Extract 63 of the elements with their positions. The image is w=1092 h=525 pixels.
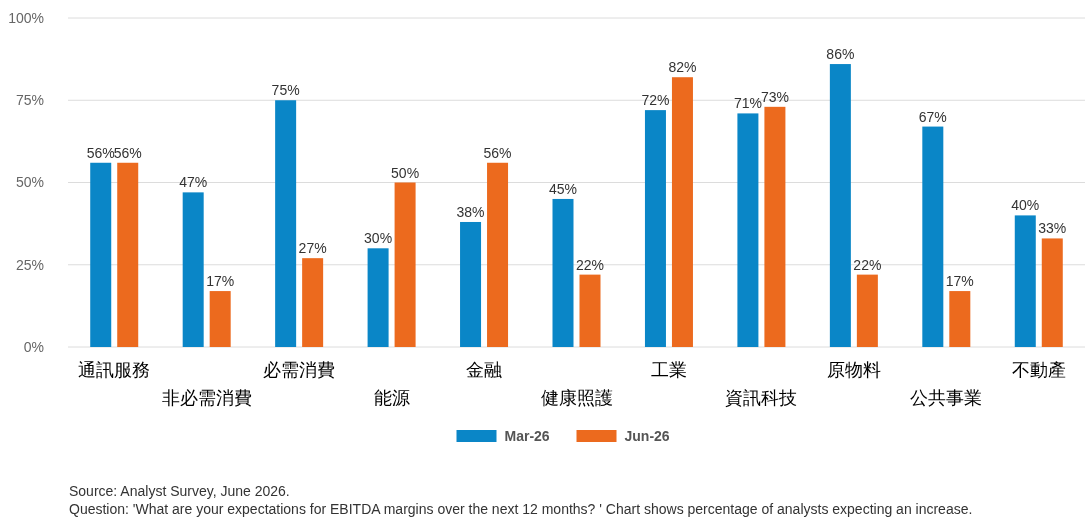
data-label: 56% <box>113 144 142 161</box>
data-label: 71% <box>733 95 762 112</box>
x-tick-label: 金融 <box>466 359 503 380</box>
data-label: 75% <box>271 82 300 99</box>
data-label: 50% <box>391 164 420 181</box>
bar <box>922 126 944 347</box>
bar <box>275 100 297 347</box>
bar <box>737 113 759 347</box>
bar <box>1014 215 1036 347</box>
x-tick-label: 健康照護 <box>540 387 613 408</box>
y-tick-label: 100% <box>8 9 44 26</box>
x-tick-label: 不動產 <box>1011 359 1066 380</box>
x-tick-label: 通訊服務 <box>78 359 151 380</box>
x-tick-label: 公共事業 <box>910 387 983 408</box>
x-tick-label: 工業 <box>650 359 687 380</box>
data-label: 17% <box>945 273 974 290</box>
y-tick-label: 25% <box>15 256 44 273</box>
data-label: 38% <box>456 203 485 220</box>
bar <box>644 110 666 347</box>
data-label: 72% <box>641 92 670 109</box>
x-tick-label: 原物料 <box>826 359 881 380</box>
bar <box>671 77 693 347</box>
data-label: 33% <box>1038 220 1067 237</box>
data-label: 56% <box>483 144 512 161</box>
data-label: 82% <box>668 59 697 76</box>
bar <box>302 258 324 347</box>
bar <box>949 291 971 347</box>
y-tick-label: 50% <box>15 174 44 191</box>
bar <box>856 274 878 347</box>
data-label: 45% <box>548 180 578 197</box>
text: Question: 'What are your expectations for EBITDA margins over the next 12 months? ' Chart shows percentage of analysts expecting an increase. <box>69 501 973 517</box>
x-tick-label: 非必需消費 <box>161 387 252 408</box>
bar <box>579 274 601 347</box>
x-tick-label: 必需消費 <box>263 359 336 380</box>
bar <box>460 221 482 347</box>
source-note: Source: Analyst Survey, June 2026. <box>69 483 290 499</box>
data-label: 67% <box>918 108 947 125</box>
bar <box>764 106 786 347</box>
y-tick-label: 0% <box>23 338 44 355</box>
legend-label: Mar-26 <box>504 427 550 444</box>
data-label: 30% <box>364 230 393 247</box>
bar <box>182 192 204 347</box>
data-label: 47% <box>179 174 208 191</box>
legend-label: Jun-26 <box>624 427 670 444</box>
x-tick-label: 能源 <box>373 387 410 408</box>
data-label: 56% <box>86 144 115 161</box>
bar <box>209 291 231 347</box>
data-label: 86% <box>826 46 855 63</box>
y-tick-label: 75% <box>15 92 44 109</box>
bar <box>394 182 416 347</box>
data-label: 22% <box>575 256 605 273</box>
bar <box>829 64 851 347</box>
bar <box>117 162 139 347</box>
data-label: 27% <box>298 240 327 257</box>
bar <box>367 248 389 347</box>
bar <box>552 198 574 347</box>
bar <box>1041 238 1063 347</box>
bar <box>90 162 112 347</box>
data-label: 40% <box>1011 197 1040 214</box>
x-tick-label: 資訊科技 <box>725 387 798 408</box>
data-label: 17% <box>206 273 235 290</box>
data-label: 22% <box>853 256 882 273</box>
bar <box>487 162 509 347</box>
